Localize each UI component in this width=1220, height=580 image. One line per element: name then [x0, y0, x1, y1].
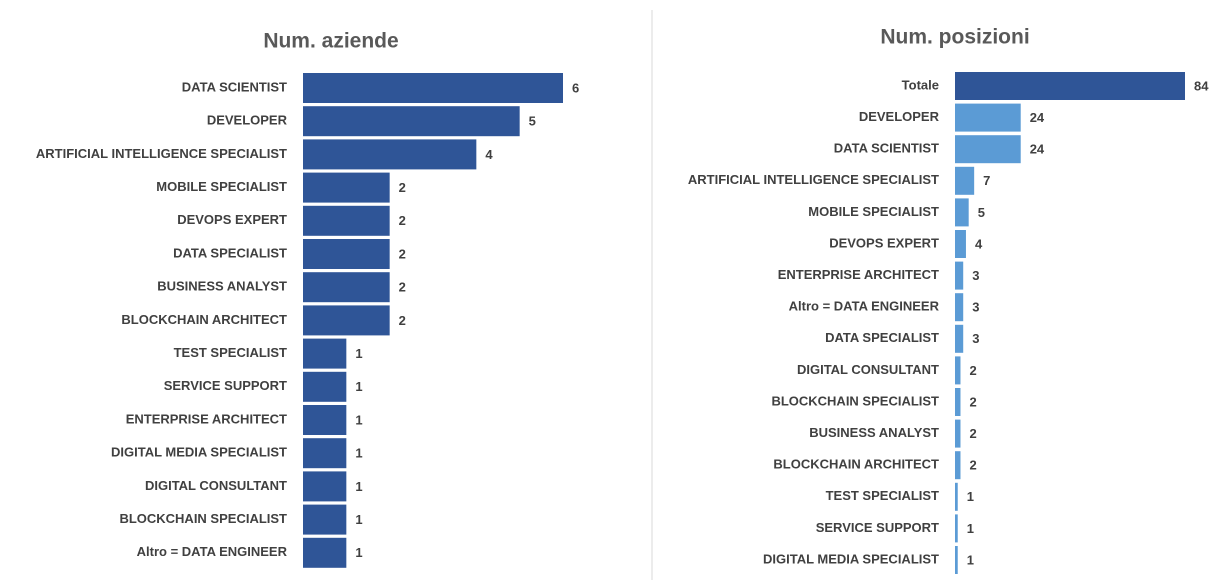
bar: [303, 205, 390, 236]
value-label: 24: [1030, 110, 1045, 125]
value-label: 1: [355, 379, 362, 394]
category-label: BLOCKCHAIN ARCHITECT: [773, 457, 939, 472]
value-label: 4: [485, 147, 493, 162]
bar: [955, 135, 1021, 164]
category-label: ARTIFICIAL INTELLIGENCE SPECIALIST: [36, 146, 287, 161]
category-label: DATA SCIENTIST: [182, 79, 287, 94]
category-label: BLOCKCHAIN SPECIALIST: [119, 511, 287, 526]
bar: [955, 324, 964, 353]
chart-title: Num. posizioni: [880, 26, 1029, 49]
bar: [303, 438, 347, 469]
category-label: DEVOPS EXPERT: [177, 212, 287, 227]
bar: [955, 261, 964, 290]
bar: [955, 451, 961, 480]
category-label: DATA SCIENTIST: [834, 141, 939, 156]
bar: [955, 419, 961, 448]
value-label: 1: [967, 489, 974, 504]
category-label: Altro = DATA ENGINEER: [137, 544, 288, 559]
bar: [955, 293, 964, 322]
category-label: MOBILE SPECIALIST: [156, 179, 287, 194]
value-label: 3: [972, 268, 979, 283]
category-label: ENTERPRISE ARCHITECT: [126, 411, 287, 426]
bar: [303, 405, 347, 435]
bar: [955, 356, 961, 385]
category-label: BLOCKCHAIN SPECIALIST: [771, 393, 939, 408]
value-label: 84: [1194, 78, 1209, 93]
value-label: 24: [1030, 142, 1045, 157]
value-label: 3: [972, 331, 979, 346]
bar: [955, 230, 966, 258]
category-label: DEVOPS EXPERT: [829, 235, 939, 250]
category-label: SERVICE SUPPORT: [816, 520, 939, 535]
category-label: DIGITAL MEDIA SPECIALIST: [111, 445, 287, 460]
value-label: 5: [529, 114, 536, 129]
value-label: 3: [972, 300, 979, 315]
chart-title: Num. aziende: [263, 30, 398, 53]
bar: [303, 272, 390, 303]
value-label: 4: [975, 236, 983, 251]
bar: [303, 106, 520, 137]
bar: [955, 198, 969, 227]
value-label: 6: [572, 80, 579, 95]
bar: [303, 338, 347, 369]
category-label: BUSINESS ANALYST: [157, 279, 287, 294]
value-label: 2: [399, 246, 406, 261]
value-label: 2: [399, 280, 406, 295]
value-label: 7: [983, 173, 990, 188]
category-label: DEVELOPER: [207, 113, 288, 128]
category-label: ENTERPRISE ARCHITECT: [778, 267, 939, 282]
value-label: 1: [355, 446, 362, 461]
category-label: DEVELOPER: [859, 109, 940, 124]
bar: [955, 72, 1185, 100]
value-label: 2: [969, 426, 976, 441]
value-label: 1: [967, 552, 974, 567]
category-label: TEST SPECIALIST: [826, 488, 939, 503]
category-label: SERVICE SUPPORT: [164, 378, 287, 393]
bar: [303, 73, 563, 103]
category-label: DATA SPECIALIST: [173, 245, 287, 260]
bar: [303, 537, 347, 568]
value-label: 1: [355, 512, 362, 527]
value-label: 2: [399, 180, 406, 195]
value-label: 2: [399, 213, 406, 228]
value-label: 2: [969, 394, 976, 409]
value-label: 1: [967, 521, 974, 536]
value-label: 2: [969, 458, 976, 473]
category-label: DIGITAL CONSULTANT: [797, 362, 939, 377]
bar: [303, 504, 347, 535]
bar: [303, 371, 347, 402]
bar: [955, 103, 1021, 132]
bar: [955, 388, 961, 416]
bar: [955, 514, 958, 543]
bar: [955, 166, 975, 195]
value-label: 2: [399, 313, 406, 328]
bar: [303, 305, 390, 336]
bar: [303, 239, 390, 269]
category-label: DATA SPECIALIST: [825, 330, 939, 345]
bar: [955, 546, 958, 574]
bar: [303, 139, 477, 170]
value-label: 1: [355, 412, 362, 427]
value-label: 1: [355, 545, 362, 560]
category-label: BLOCKCHAIN ARCHITECT: [121, 312, 287, 327]
category-label: Totale: [902, 77, 939, 92]
bar: [303, 172, 390, 203]
value-label: 2: [969, 363, 976, 378]
category-label: DIGITAL MEDIA SPECIALIST: [763, 551, 939, 566]
bar: [955, 482, 958, 511]
value-label: 5: [978, 205, 985, 220]
category-label: TEST SPECIALIST: [174, 345, 287, 360]
category-label: BUSINESS ANALYST: [809, 425, 939, 440]
category-label: Altro = DATA ENGINEER: [789, 299, 940, 314]
category-label: DIGITAL CONSULTANT: [145, 478, 287, 493]
value-label: 1: [355, 346, 362, 361]
value-label: 1: [355, 479, 362, 494]
category-label: ARTIFICIAL INTELLIGENCE SPECIALIST: [688, 172, 939, 187]
category-label: MOBILE SPECIALIST: [808, 204, 939, 219]
bar: [303, 471, 347, 502]
